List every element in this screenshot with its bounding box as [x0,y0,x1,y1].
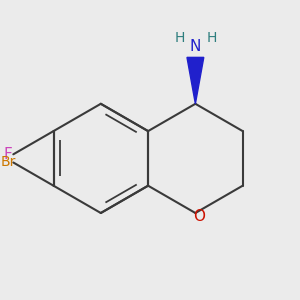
Text: O: O [194,209,206,224]
Text: N: N [190,39,201,54]
Text: F: F [4,147,13,162]
Text: H: H [206,31,217,45]
Text: H: H [174,31,184,45]
Text: Br: Br [1,155,16,170]
Polygon shape [187,57,204,104]
